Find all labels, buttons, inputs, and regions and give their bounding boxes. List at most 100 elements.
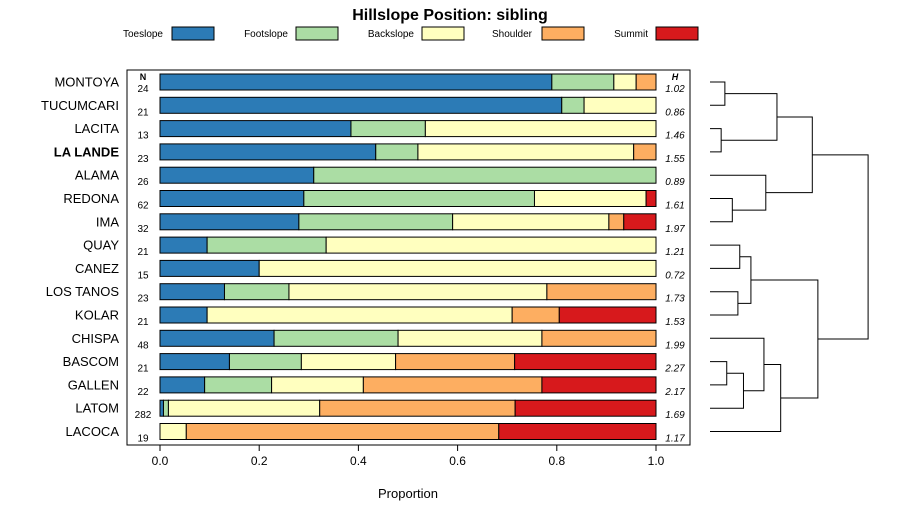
x-tick-label: 0.4 bbox=[350, 454, 367, 468]
n-value-bascom: 21 bbox=[137, 364, 149, 375]
bar-segment-ima-summit bbox=[623, 213, 657, 231]
h-value-gallen: 2.17 bbox=[664, 387, 685, 398]
bar-segment-lacoca-shoulder bbox=[185, 423, 500, 440]
n-value-lacoca: 19 bbox=[137, 434, 149, 445]
bar-segment-kolar-summit bbox=[558, 306, 657, 324]
dendrogram-branch bbox=[765, 116, 813, 194]
row-label-latom: LATOM bbox=[75, 401, 119, 416]
legend-label-backslope: Backslope bbox=[368, 29, 415, 40]
bar-segment-gallen-summit bbox=[541, 376, 657, 394]
bar-segment-los-tanos-backslope bbox=[288, 283, 548, 301]
legend-swatch-backslope bbox=[421, 26, 465, 41]
legend: Toeslope Footslope Backslope Shoulder Summit bbox=[123, 26, 699, 41]
plot-frame bbox=[126, 69, 691, 446]
bar-segment-lacoca-summit bbox=[498, 423, 657, 440]
h-value-kolar: 1.53 bbox=[665, 317, 685, 328]
bar-segment-tucumcari-footslope bbox=[561, 96, 585, 114]
h-value-quay: 1.21 bbox=[665, 247, 684, 258]
bar-segment-montoya-toeslope bbox=[159, 73, 553, 91]
n-value-gallen: 22 bbox=[137, 387, 149, 398]
n-value-lacita: 13 bbox=[137, 131, 149, 142]
legend-swatch-shoulder bbox=[541, 26, 585, 41]
n-value-redona: 62 bbox=[137, 201, 149, 212]
h-value-alama: 0.89 bbox=[665, 177, 685, 188]
n-labels: 24 21 13 23 26 62 32 21 15 23 21 48 21 22 282 19 bbox=[135, 84, 152, 445]
dendrogram-branch bbox=[710, 291, 739, 316]
h-value-los-tanos: 1.73 bbox=[665, 294, 685, 305]
n-value-tucumcari: 21 bbox=[137, 107, 149, 118]
h-value-lacita: 1.46 bbox=[665, 131, 685, 142]
bar-segment-lacita-footslope bbox=[350, 120, 426, 138]
row-label-chispa: CHISPA bbox=[72, 331, 120, 346]
dendrogram-branch bbox=[710, 337, 765, 392]
chart-title: Hillslope Position: sibling bbox=[352, 7, 548, 24]
x-axis: 0.0 0.2 0.4 0.6 0.8 1.0 bbox=[152, 445, 665, 468]
bar-segment-gallen-shoulder bbox=[362, 376, 543, 394]
n-value-latom: 282 bbox=[135, 410, 152, 421]
row-label-montoya: MONTOYA bbox=[54, 75, 119, 90]
bar-segment-lacoca-backslope bbox=[159, 423, 187, 440]
x-tick-label: 1.0 bbox=[648, 454, 665, 468]
bar-segment-quay-footslope bbox=[206, 236, 327, 254]
bar-segment-latom-summit bbox=[514, 399, 657, 417]
legend-swatch-summit bbox=[655, 26, 699, 41]
bar-segment-lacita-toeslope bbox=[159, 120, 352, 138]
bar-segment-la-lande-toeslope bbox=[159, 143, 377, 161]
x-tick-label: 0.2 bbox=[251, 454, 268, 468]
bar-segment-tucumcari-toeslope bbox=[159, 96, 563, 114]
bar-segment-redona-footslope bbox=[303, 190, 535, 207]
row-label-kolar: KOLAR bbox=[75, 308, 119, 323]
n-value-kolar: 21 bbox=[137, 317, 149, 328]
bar-segment-montoya-backslope bbox=[613, 73, 637, 91]
bar-segment-alama-toeslope bbox=[159, 166, 315, 184]
row-label-tucumcari: TUCUMCARI bbox=[41, 98, 119, 113]
bar-group bbox=[159, 73, 657, 440]
row-label-alama: ALAMA bbox=[75, 168, 119, 183]
bar-segment-canez-backslope bbox=[258, 259, 657, 277]
row-label-canez: CANEZ bbox=[75, 261, 119, 276]
h-value-chispa: 1.99 bbox=[665, 340, 685, 351]
row-label-quay: QUAY bbox=[83, 238, 119, 253]
x-tick-label: 0.8 bbox=[548, 454, 565, 468]
bar-segment-ima-shoulder bbox=[608, 213, 625, 231]
h-value-la-lande: 1.55 bbox=[665, 154, 685, 165]
bar-segment-latom-backslope bbox=[167, 399, 321, 417]
n-value-alama: 26 bbox=[137, 177, 149, 188]
bar-segment-la-lande-footslope bbox=[375, 143, 419, 161]
n-value-chispa: 48 bbox=[137, 340, 149, 351]
bar-segment-ima-backslope bbox=[452, 213, 610, 231]
row-label-bascom: BASCOM bbox=[63, 354, 119, 369]
bar-segment-kolar-backslope bbox=[206, 306, 513, 324]
h-labels: 1.02 0.86 1.46 1.55 0.89 1.61 1.97 1.21 0.72 1.73… bbox=[664, 84, 685, 445]
bar-segment-bascom-toeslope bbox=[159, 353, 230, 371]
bar-segment-los-tanos-toeslope bbox=[159, 283, 225, 301]
legend-swatch-toeslope bbox=[171, 26, 215, 41]
n-header: N bbox=[140, 72, 147, 82]
bar-segment-los-tanos-footslope bbox=[223, 283, 290, 301]
bar-segment-redona-backslope bbox=[533, 190, 647, 207]
bar-segment-kolar-toeslope bbox=[159, 306, 208, 324]
dendrogram-branch bbox=[710, 174, 767, 211]
dendrogram-branch bbox=[710, 361, 728, 386]
bar-segment-quay-backslope bbox=[325, 236, 657, 254]
row-label-los-tanos: LOS TANOS bbox=[46, 284, 120, 299]
bar-segment-la-lande-shoulder bbox=[633, 143, 657, 161]
n-value-montoya: 24 bbox=[137, 84, 149, 95]
bar-segment-gallen-backslope bbox=[271, 376, 364, 394]
h-value-latom: 1.69 bbox=[665, 410, 685, 421]
bar-segment-bascom-footslope bbox=[228, 353, 302, 371]
bar-segment-ima-toeslope bbox=[159, 213, 300, 231]
legend-label-shoulder: Shoulder bbox=[492, 29, 533, 40]
bar-segment-quay-toeslope bbox=[159, 236, 208, 254]
dendrogram-branch bbox=[750, 279, 819, 399]
bar-segment-ima-footslope bbox=[298, 213, 454, 231]
n-value-ima: 32 bbox=[137, 224, 149, 235]
dendrogram-branch bbox=[710, 128, 722, 153]
bar-segment-kolar-shoulder bbox=[511, 306, 560, 324]
bar-segment-canez-toeslope bbox=[159, 259, 260, 277]
row-label-ima: IMA bbox=[96, 214, 119, 229]
bar-segment-tucumcari-backslope bbox=[583, 96, 657, 114]
h-value-canez: 0.72 bbox=[665, 270, 685, 281]
bar-segment-lacita-backslope bbox=[424, 120, 657, 138]
bar-segment-latom-footslope bbox=[162, 399, 169, 417]
